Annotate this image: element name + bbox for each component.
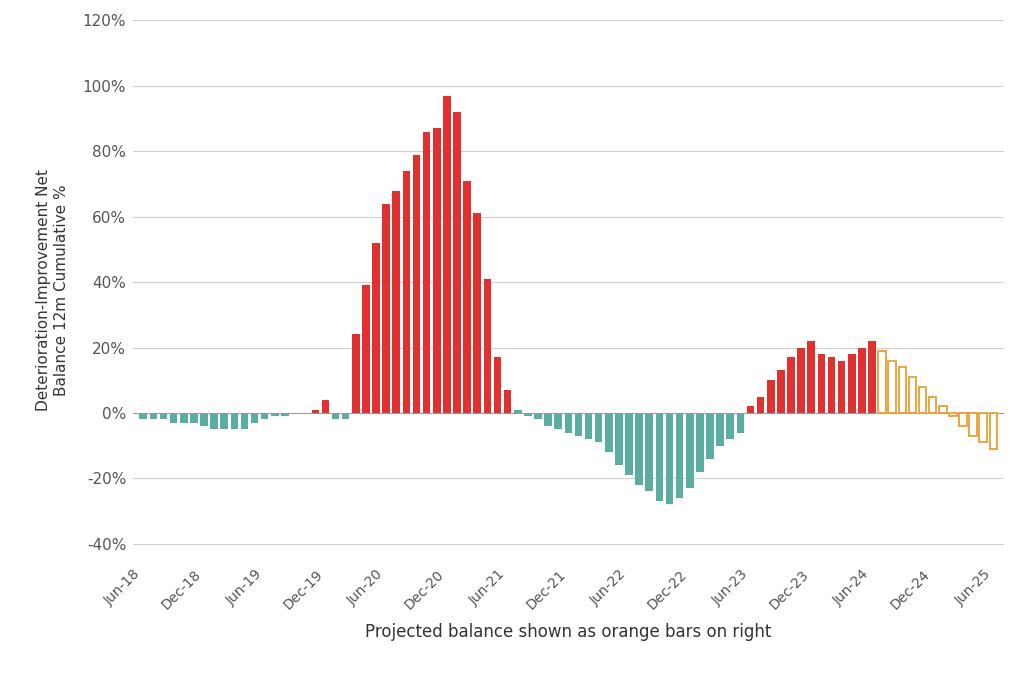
Bar	[626, 413, 633, 475]
Bar	[879, 351, 886, 413]
Bar	[908, 377, 916, 413]
Bar	[504, 390, 511, 413]
Bar	[655, 413, 664, 501]
Bar	[483, 279, 492, 413]
Bar	[494, 357, 502, 413]
Bar	[574, 413, 583, 436]
Bar	[919, 387, 927, 413]
Bar	[645, 413, 653, 491]
Bar	[524, 413, 531, 416]
Bar	[282, 413, 289, 416]
Bar	[605, 413, 612, 452]
Bar	[402, 171, 411, 413]
Bar	[898, 367, 906, 413]
Bar	[686, 413, 693, 488]
Bar	[362, 285, 370, 413]
Bar	[433, 128, 440, 413]
Bar	[443, 96, 451, 413]
Bar	[554, 413, 562, 429]
Bar	[696, 413, 703, 472]
Bar	[717, 413, 724, 445]
Bar	[454, 112, 461, 413]
Bar	[817, 354, 825, 413]
Bar	[615, 413, 623, 465]
Bar	[868, 341, 876, 413]
Bar	[150, 413, 157, 419]
Bar	[311, 410, 319, 413]
Bar	[373, 243, 380, 413]
Bar	[635, 413, 643, 485]
Bar	[929, 397, 937, 413]
Bar	[200, 413, 208, 426]
Bar	[190, 413, 198, 423]
Bar	[564, 413, 572, 432]
Bar	[666, 413, 674, 505]
Bar	[251, 413, 258, 423]
Bar	[595, 413, 602, 443]
Bar	[798, 348, 805, 413]
Bar	[210, 413, 218, 429]
Bar	[271, 413, 279, 416]
Bar	[392, 191, 400, 413]
Bar	[241, 413, 248, 429]
Bar	[858, 348, 865, 413]
Bar	[220, 413, 228, 429]
Bar	[827, 357, 836, 413]
Bar	[514, 410, 521, 413]
Bar	[261, 413, 268, 419]
Bar	[838, 361, 846, 413]
Bar	[889, 361, 896, 413]
Bar	[746, 406, 755, 413]
Bar	[230, 413, 239, 429]
Bar	[676, 413, 683, 498]
Bar	[989, 413, 997, 449]
Bar	[139, 413, 147, 419]
Bar	[473, 213, 481, 413]
Bar	[332, 413, 339, 419]
Bar	[322, 400, 329, 413]
Bar	[180, 413, 187, 423]
Bar	[413, 154, 420, 413]
Bar	[980, 413, 987, 443]
Bar	[160, 413, 167, 419]
Bar	[808, 341, 815, 413]
X-axis label: Projected balance shown as orange bars on right: Projected balance shown as orange bars o…	[366, 623, 771, 641]
Bar	[726, 413, 734, 439]
Bar	[970, 413, 977, 436]
Bar	[736, 413, 744, 432]
Bar	[777, 370, 784, 413]
Bar	[463, 181, 471, 413]
Bar	[585, 413, 592, 439]
Bar	[707, 413, 714, 459]
Bar	[848, 354, 855, 413]
Bar	[535, 413, 542, 419]
Bar	[959, 413, 967, 426]
Bar	[787, 357, 795, 413]
Bar	[949, 413, 956, 416]
Y-axis label: Deterioration-Improvement Net
Balance 12m Cumulative %: Deterioration-Improvement Net Balance 12…	[37, 169, 69, 411]
Bar	[170, 413, 177, 423]
Bar	[423, 132, 430, 413]
Bar	[382, 204, 390, 413]
Bar	[342, 413, 349, 419]
Bar	[545, 413, 552, 426]
Bar	[767, 380, 774, 413]
Bar	[757, 397, 764, 413]
Bar	[352, 335, 359, 413]
Bar	[939, 406, 946, 413]
